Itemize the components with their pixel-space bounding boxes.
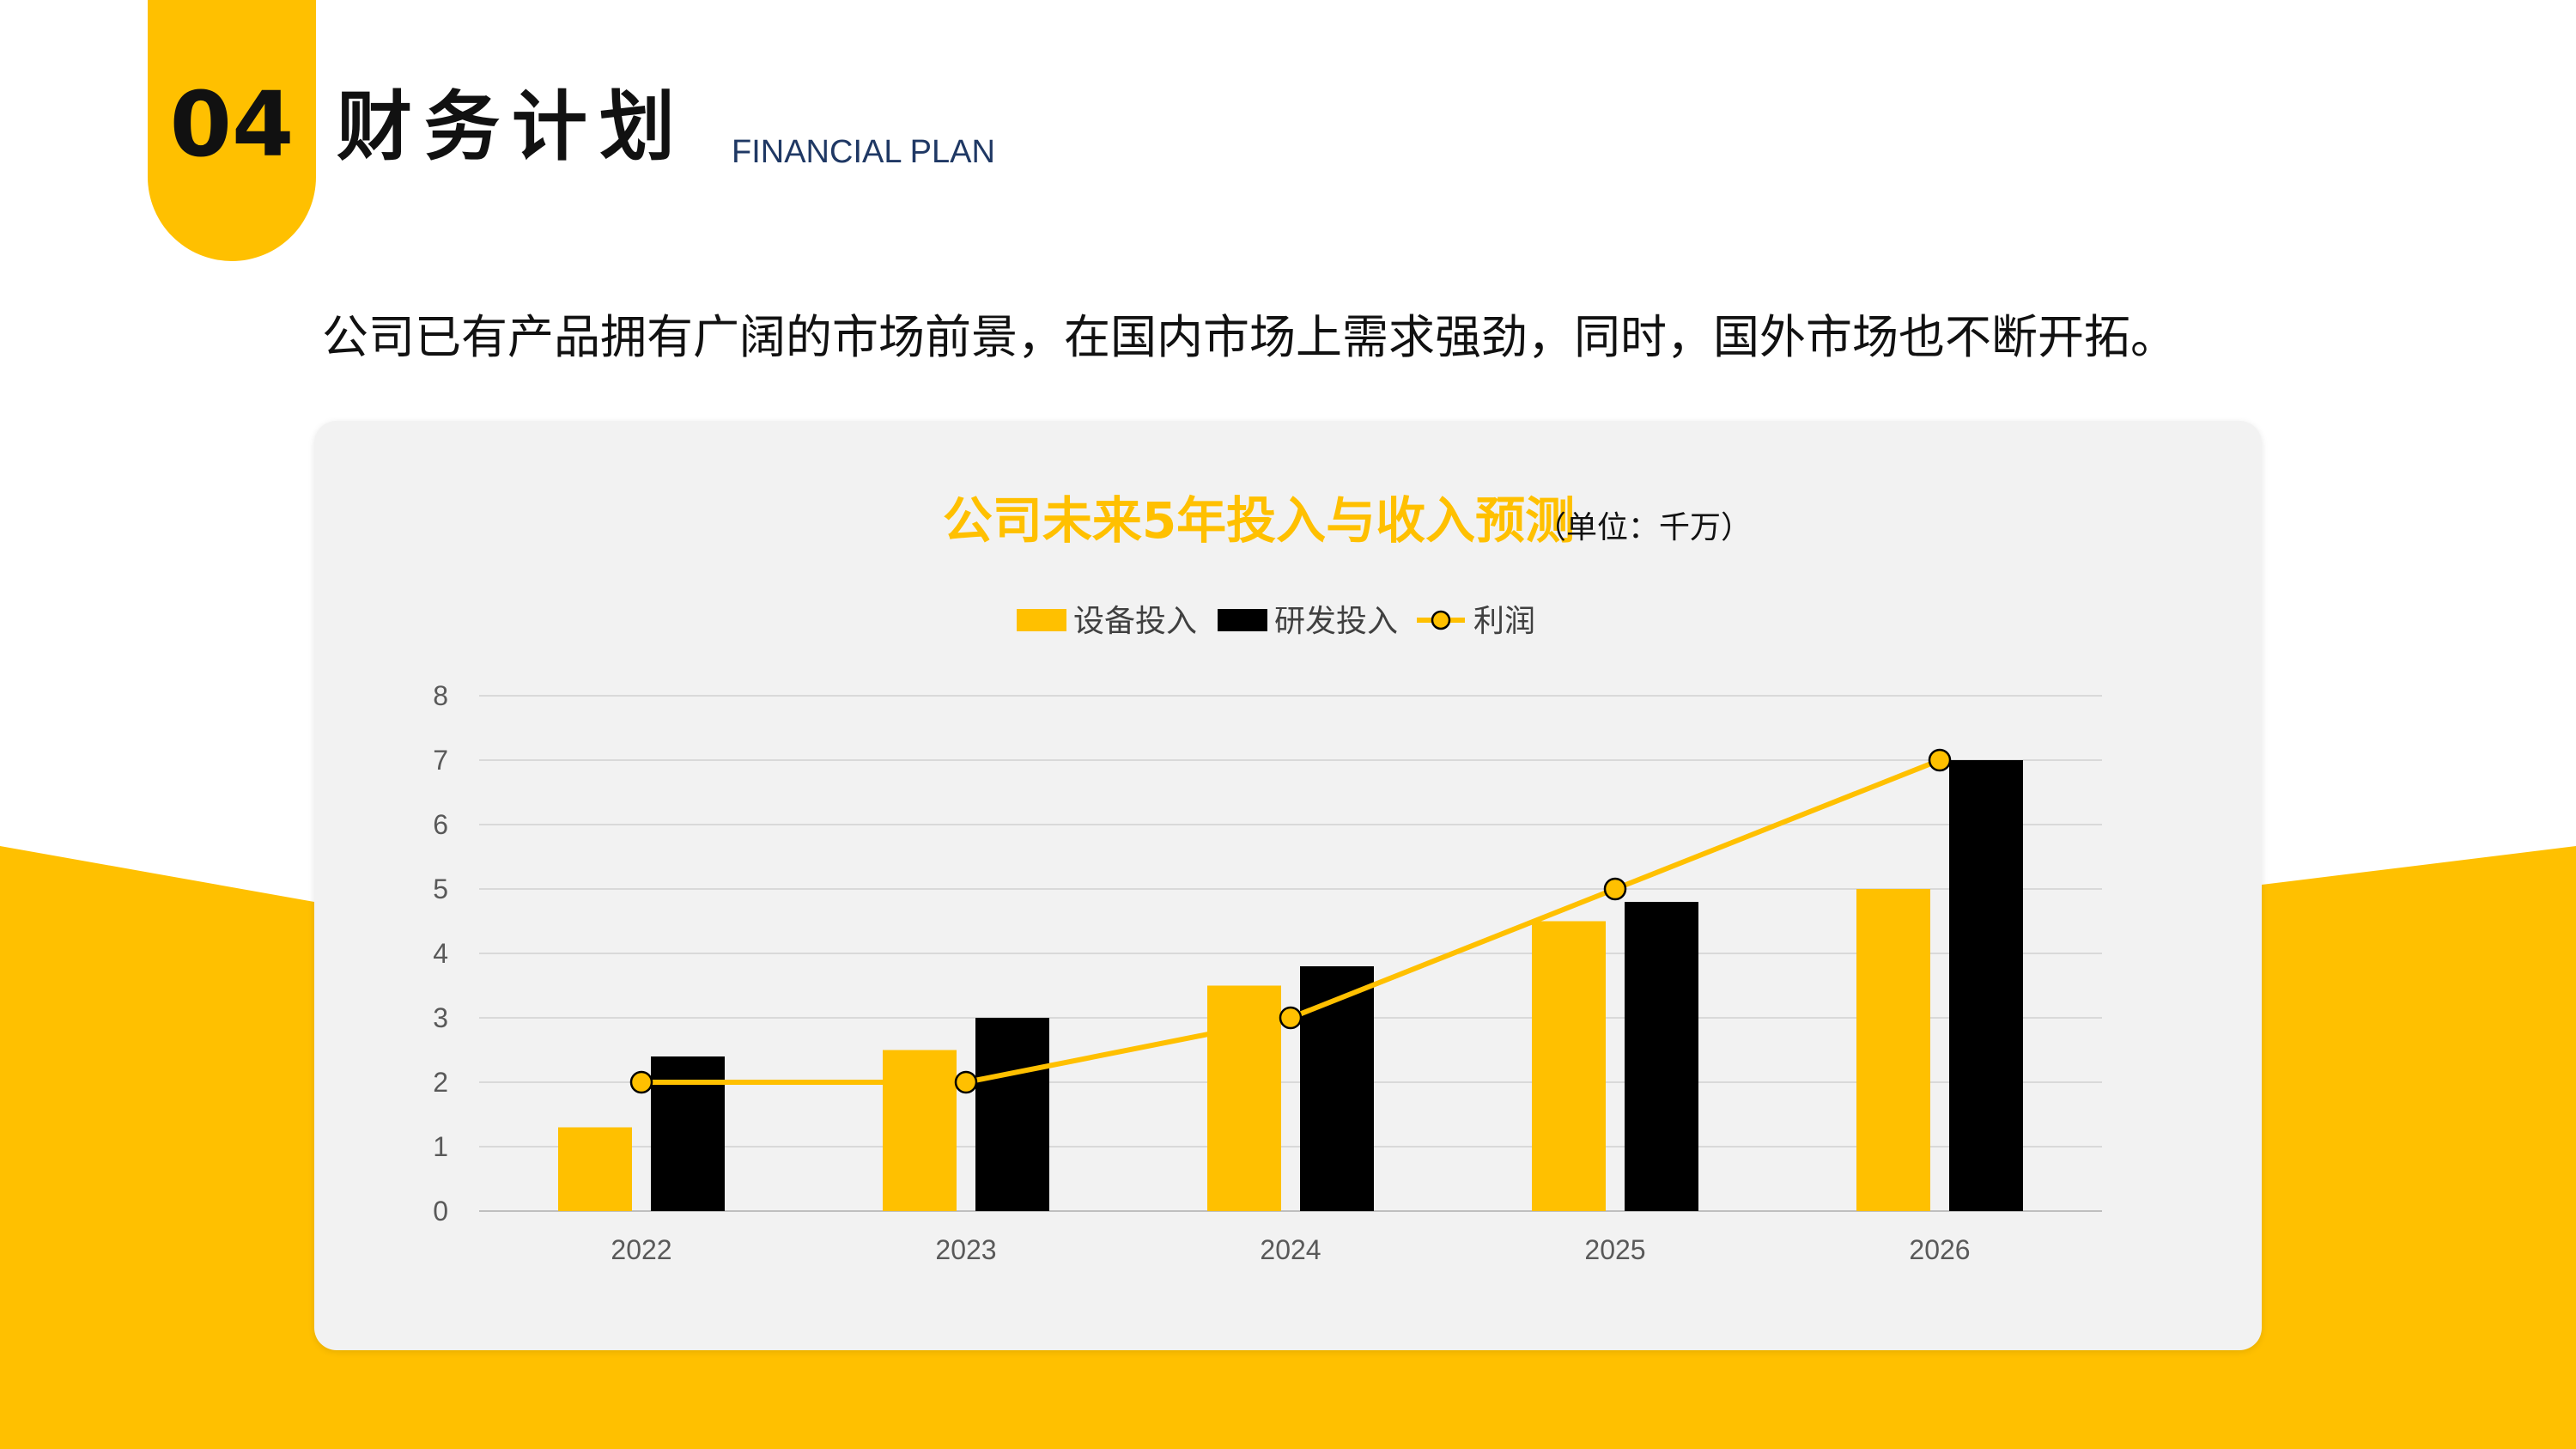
y-tick-label: 4 [433,938,448,969]
bar [558,1127,632,1211]
y-axis: 0 1 2 3 4 5 6 7 8 [433,680,448,1227]
section-number: 04 [169,72,295,177]
bar [1532,921,1606,1211]
chart-svg: 公司未来5年投入与收入预测 （单位：千万） 设备投入 研发投入 利润 0 1 2 3 4 5 6… [433,491,2102,1265]
y-tick-label: 0 [433,1196,448,1227]
bar [1625,902,1698,1211]
x-tick-label: 2022 [611,1234,671,1265]
x-tick-label: 2025 [1584,1234,1645,1265]
section-tab: 04 [148,0,316,261]
bar [1300,966,1374,1211]
profit-point [1603,877,1627,901]
x-tick-label: 2026 [1909,1234,1970,1265]
chart-bars [558,760,2023,1211]
chart-line-series [629,748,1952,1094]
y-tick-label: 1 [433,1131,448,1162]
x-axis: 2022 2023 2024 2025 2026 [611,1234,1970,1265]
chart-title: 公司未来5年投入与收入预测 [943,491,1575,550]
y-tick-label: 7 [433,745,448,776]
legend-swatch [1218,609,1267,631]
page-subtitle: 公司已有产品拥有广阔的市场前景，在国内市场上需求强劲，同时，国外市场也不断开拓。 [322,310,2177,364]
y-tick-label: 6 [433,809,448,840]
page-title: 财务计划 [337,82,688,171]
chart-unit-note: （单位：千万） [1535,510,1752,545]
legend-label: 利润 [1473,604,1535,639]
page-title-english: FINANCIAL PLAN [732,134,995,170]
x-tick-label: 2023 [935,1234,996,1265]
legend-marker [1431,610,1451,630]
profit-point [629,1070,653,1094]
y-tick-label: 8 [433,680,448,711]
legend-swatch [1017,609,1066,631]
profit-point [1928,748,1952,772]
chart-panel: 公司未来5年投入与收入预测 （单位：千万） 设备投入 研发投入 利润 0 1 2 3 4 5 6… [314,421,2262,1350]
bar [975,1018,1049,1211]
profit-point [954,1070,978,1094]
x-tick-label: 2024 [1260,1234,1321,1265]
y-tick-label: 5 [433,874,448,904]
profit-line [641,758,1941,1085]
bar [883,1050,957,1211]
y-tick-label: 3 [433,1002,448,1033]
y-tick-label: 2 [433,1067,448,1098]
profit-point [1279,1006,1303,1030]
bar [1856,889,1930,1211]
legend-label: 设备投入 [1073,604,1197,639]
legend-label: 研发投入 [1274,604,1398,639]
chart-legend: 设备投入 研发投入 利润 [1017,604,1535,639]
bar [1949,760,2023,1211]
